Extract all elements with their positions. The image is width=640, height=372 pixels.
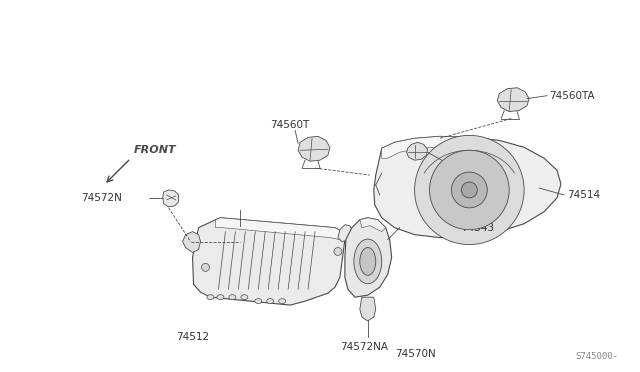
Ellipse shape xyxy=(229,295,236,299)
Ellipse shape xyxy=(207,295,214,299)
Ellipse shape xyxy=(278,299,285,304)
Polygon shape xyxy=(497,88,529,112)
Ellipse shape xyxy=(354,239,381,284)
Text: 74570N: 74570N xyxy=(395,349,435,359)
Circle shape xyxy=(451,172,487,208)
Text: FRONT: FRONT xyxy=(134,145,177,155)
Circle shape xyxy=(429,150,509,230)
Ellipse shape xyxy=(267,299,274,304)
Ellipse shape xyxy=(217,295,224,299)
Polygon shape xyxy=(163,190,179,207)
Polygon shape xyxy=(406,142,428,160)
Polygon shape xyxy=(381,137,479,158)
Polygon shape xyxy=(193,218,345,305)
Text: 74572NA: 74572NA xyxy=(340,342,388,352)
Circle shape xyxy=(415,135,524,244)
Ellipse shape xyxy=(241,295,248,299)
Polygon shape xyxy=(216,218,342,240)
Polygon shape xyxy=(338,225,353,241)
Text: 74560T: 74560T xyxy=(270,121,310,131)
Polygon shape xyxy=(374,137,561,238)
Polygon shape xyxy=(360,297,376,321)
Text: 74543: 74543 xyxy=(461,223,495,233)
Polygon shape xyxy=(360,218,386,232)
Polygon shape xyxy=(345,218,392,297)
Text: 74572N: 74572N xyxy=(81,193,122,203)
Ellipse shape xyxy=(360,247,376,275)
Circle shape xyxy=(334,247,342,256)
Text: S745000-: S745000- xyxy=(576,352,619,361)
Circle shape xyxy=(202,263,209,271)
Polygon shape xyxy=(182,232,200,253)
Circle shape xyxy=(461,182,477,198)
Ellipse shape xyxy=(255,299,262,304)
Text: 74560TA: 74560TA xyxy=(549,91,595,101)
Polygon shape xyxy=(298,137,330,161)
Text: 74512: 74512 xyxy=(175,332,209,342)
Text: 74514: 74514 xyxy=(567,190,600,200)
